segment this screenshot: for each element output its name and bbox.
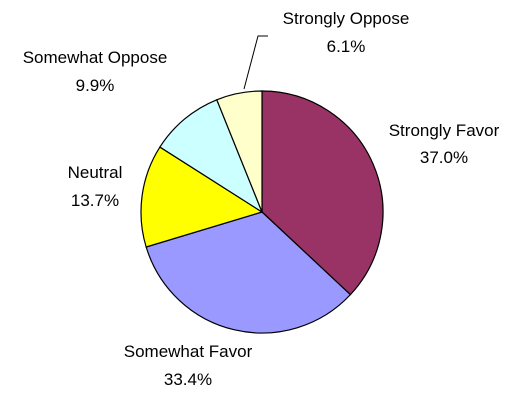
label-somewhat-oppose: Somewhat Oppose: [23, 48, 168, 67]
slice-somewhat-oppose: [159, 98, 264, 214]
label-neutral: Neutral: [68, 163, 123, 182]
label-strongly-favor: Strongly Favor: [389, 121, 500, 140]
label-somewhat-favor: Somewhat Favor: [124, 342, 253, 361]
slice-somewhat-favor: [145, 211, 352, 334]
value-somewhat-oppose: 9.9%: [76, 76, 115, 95]
value-strongly-favor: 37.0%: [420, 148, 468, 167]
slice-neutral: [140, 146, 264, 248]
strongly-oppose-leader-line: [243, 35, 268, 90]
pie-slices: [140, 90, 384, 334]
value-neutral: 13.7%: [71, 191, 119, 210]
pie-labels: Strongly Favor 37.0% Somewhat Favor 33.4…: [23, 9, 500, 389]
label-strongly-oppose: Strongly Oppose: [283, 9, 410, 28]
slice-strongly-favor: [261, 90, 384, 296]
value-somewhat-favor: 33.4%: [164, 370, 212, 389]
value-strongly-oppose: 6.1%: [327, 37, 366, 56]
slice-strongly-oppose: [216, 90, 263, 213]
